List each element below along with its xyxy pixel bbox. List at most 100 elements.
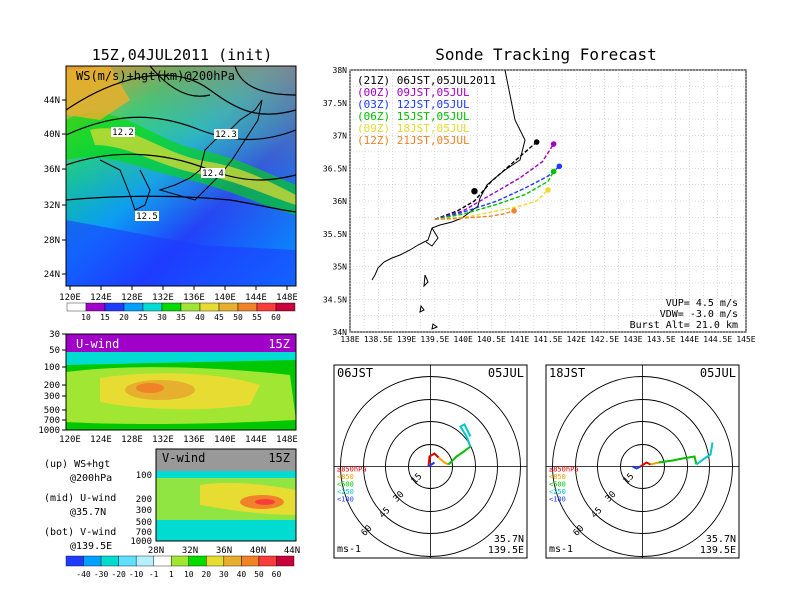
param-vdw: VDW= -3.0 m/s <box>660 309 738 320</box>
u-wind-label: U-wind <box>76 337 119 351</box>
colorbar-swatch <box>223 555 242 567</box>
hodo-trace <box>447 445 472 466</box>
hodo-level-label: <850 <box>337 473 354 481</box>
hodo-trace <box>459 423 472 447</box>
colorbar-swatch <box>104 302 125 312</box>
lon-tick-label: 140E <box>454 335 473 344</box>
lon-tick-label: 143E <box>623 335 642 344</box>
tracking-params: VUP= 4.5 m/s VDW= -3.0 m/s Burst Alt= 21… <box>630 298 738 331</box>
lat-tick-label: 40N <box>250 546 266 556</box>
colorbar-swatch <box>118 555 137 567</box>
hodo-lat: 35.7N <box>706 534 736 545</box>
colorbar-swatch <box>66 302 87 312</box>
lat-tick-label: 32N <box>44 201 60 211</box>
colorbar-swatch <box>171 555 189 567</box>
hodo-level-label: ≥850hPa <box>549 466 579 474</box>
tracking-panel: Sonde Tracking Forecast (21Z) 06JST,05JU… <box>323 45 756 344</box>
v-frame <box>155 448 297 542</box>
lon-tick-label: 143.5E <box>647 335 676 344</box>
p-tick-label: 1000 <box>38 426 60 436</box>
track-line <box>434 143 555 221</box>
track-end-point <box>545 187 551 193</box>
lon-tick-label: 139.5E <box>420 335 449 344</box>
colorbar-label: -40 <box>76 570 91 579</box>
hodo-date: 05JUL <box>700 366 736 380</box>
colorbar-swatch <box>83 555 102 567</box>
p-tick-label: 300 <box>44 392 60 402</box>
contour-label: 12.5 <box>136 212 158 222</box>
legend-entry: (12Z) 21JST,05JUL <box>357 134 470 147</box>
lon-tick-label: 120E <box>59 435 81 445</box>
colorbar-label: -20 <box>111 570 126 579</box>
lon-tick-label: 142.5E <box>590 335 619 344</box>
colorbar-swatch <box>258 555 277 567</box>
colorbar-swatch <box>256 302 277 312</box>
lon-tick-label: 141.5E <box>534 335 563 344</box>
colorbar-label: 50 <box>233 313 243 322</box>
hodograph-left: 06JST 05JUL15304560≥850hPa<850<500<250<10… <box>333 364 528 559</box>
caption-line: @200hPa <box>70 473 112 484</box>
lat-tick-label: 36N <box>216 546 232 556</box>
coastline <box>158 99 263 201</box>
v-wind-time: 15Z <box>268 451 290 465</box>
lat-tick-label: 24N <box>44 270 60 280</box>
contour-labels: 12.2 12.3 12.4 12.5 <box>111 127 238 222</box>
colorbar-swatch <box>218 302 239 312</box>
u-wind-time: 15Z <box>268 337 290 351</box>
v-wind-label: V-wind <box>162 451 205 465</box>
p-tick-label: 1000 <box>130 537 152 547</box>
colorbar-label: 1 <box>169 570 174 579</box>
p-tick-label: 200 <box>44 381 60 391</box>
hodo-lon: 139.5E <box>700 545 736 556</box>
lon-tick-label: 124E <box>90 435 112 445</box>
colorbar-label: 30 <box>157 313 167 322</box>
colorbar-swatch <box>65 555 84 567</box>
lon-tick-label: 140E <box>214 435 236 445</box>
caption-line: (up) WS+hgt <box>44 459 110 470</box>
caption-line: (mid) U-wind <box>44 493 116 504</box>
colorbar-swatch <box>180 302 201 312</box>
track-line <box>434 141 538 220</box>
track-line <box>434 210 515 221</box>
lat-tick-label: 40N <box>44 130 60 140</box>
lon-tick-label: 136E <box>183 435 205 445</box>
caption-line: (bot) V-wind <box>44 527 116 538</box>
contour-label: 12.2 <box>112 128 134 138</box>
contour-label: 12.3 <box>215 130 237 140</box>
param-burst: Burst Alt= 21.0 km <box>630 320 738 331</box>
tracks <box>434 139 563 221</box>
lon-tick-label: 136E <box>183 293 205 303</box>
lat-tick-label: 36N <box>44 165 60 175</box>
colorbar-label: 20 <box>201 570 211 579</box>
colorbar-swatch <box>199 302 220 312</box>
p-tick-label: 700 <box>44 416 60 426</box>
lat-tick-label: 35.5N <box>323 230 347 239</box>
map-frame <box>65 65 297 287</box>
track-end-point <box>550 141 557 147</box>
map-panel: 15Z,04JUL2011 (init) 12.2 12.3 12.4 12.5… <box>44 46 298 322</box>
lon-tick-label: 138E <box>340 335 359 344</box>
lon-tick-label: 141E <box>510 335 529 344</box>
p-tick-label: 500 <box>44 406 60 416</box>
lon-tick-label: 144E <box>245 293 267 303</box>
track-line <box>434 165 560 221</box>
lon-tick-label: 142E <box>567 335 586 344</box>
lat-tick-label: 28N <box>44 236 60 246</box>
tracking-lat-ticks: 38N 37.5N 37N 36.5N 36N 35.5N 35N 34.5N 34N <box>323 66 347 337</box>
hodo-trace <box>427 452 440 467</box>
hodo-level-label: <500 <box>549 481 566 489</box>
lon-tick-label: 144E <box>245 435 267 445</box>
track-end-point <box>556 163 563 170</box>
hodo-trace <box>658 455 698 465</box>
lon-tick-label: 128E <box>121 293 143 303</box>
hodo-level-label: <850 <box>549 473 566 481</box>
legend-entry: (09Z) 18JST,05JUL <box>357 122 470 135</box>
colorbar-swatch <box>275 302 296 312</box>
p-tick-label: 200 <box>136 495 152 505</box>
hodo-trace <box>437 456 449 466</box>
tracking-title: Sonde Tracking Forecast <box>435 45 657 64</box>
colorbar-swatch <box>135 555 154 567</box>
hodo-trace <box>632 465 641 470</box>
p-tick-label: 700 <box>136 528 152 538</box>
